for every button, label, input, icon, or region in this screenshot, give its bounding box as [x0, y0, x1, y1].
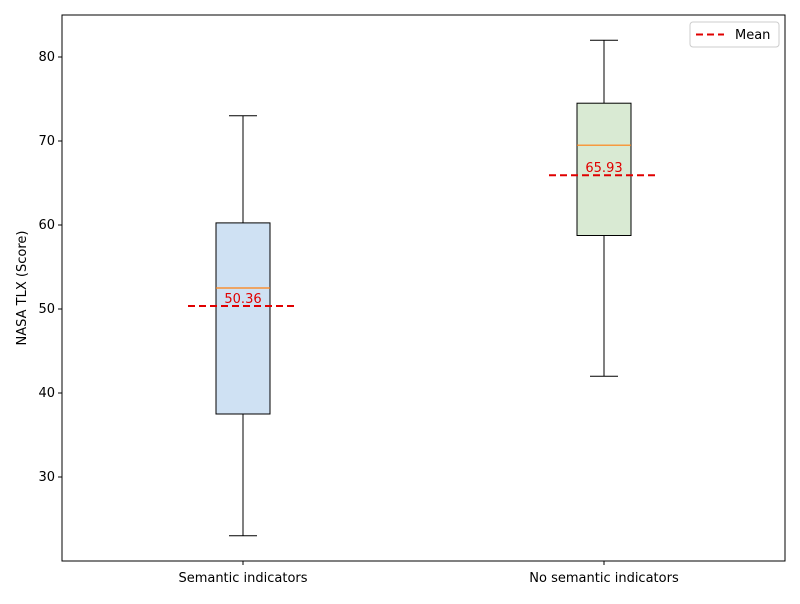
legend: Mean — [689, 21, 780, 48]
y-tick-label: 80 — [38, 50, 55, 65]
mean-value-label: 65.93 — [585, 161, 622, 176]
box-iqr — [576, 102, 632, 236]
y-tick-label: 60 — [38, 218, 55, 233]
y-axis-label: NASA TLX (Score) — [15, 231, 30, 346]
y-tick-label: 70 — [38, 134, 55, 149]
axes-frame — [61, 14, 786, 562]
plot-area: 50.36 65.93 — [188, 39, 659, 537]
x-tick-label: Semantic indicators — [178, 571, 307, 586]
y-tick-label: 50 — [38, 302, 55, 317]
y-tick-label: 40 — [38, 386, 55, 401]
legend-box — [689, 21, 780, 48]
legend-mean-label: Mean — [735, 28, 770, 43]
axes: 30 40 50 60 70 80 Semantic indicators No semant… — [38, 14, 786, 586]
y-tick-label: 30 — [38, 470, 55, 485]
mean-value-label: 50.36 — [224, 292, 261, 307]
box-iqr — [215, 222, 271, 415]
x-tick-label: No semantic indicators — [529, 571, 679, 586]
